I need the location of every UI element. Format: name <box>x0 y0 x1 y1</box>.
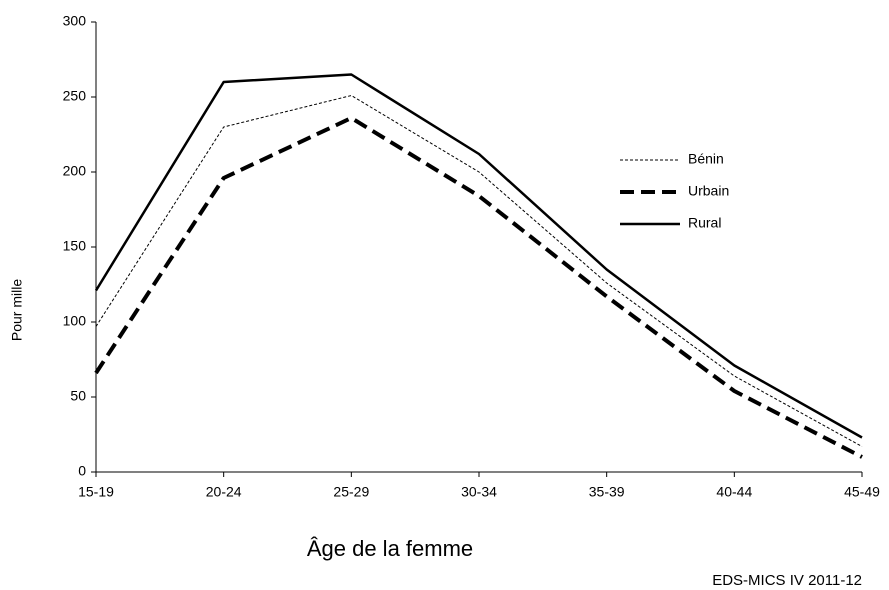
x-tick-label: 20-24 <box>206 484 242 500</box>
legend-label: Urbain <box>688 183 729 199</box>
legend-label: Bénin <box>688 151 724 167</box>
y-tick-label: 0 <box>78 463 86 479</box>
series-line <box>95 95 863 447</box>
source: EDS-MICS IV 2011-12 <box>712 572 862 589</box>
y-tick-label: 100 <box>63 313 87 329</box>
x-tick-label: 15-19 <box>78 484 114 500</box>
y-tick-label: 150 <box>63 238 87 254</box>
x-tick-label: 40-44 <box>716 484 752 500</box>
y-tick-label: 250 <box>63 88 87 104</box>
x-tick-label: 30-34 <box>461 484 497 500</box>
series-line <box>94 73 863 439</box>
x-axis-label: Âge de la femme <box>307 536 473 561</box>
y-axis-label: Pour mille <box>9 279 25 341</box>
y-tick-label: 50 <box>70 388 86 404</box>
x-tick-label: 35-39 <box>589 484 625 500</box>
y-tick-label: 300 <box>63 13 87 29</box>
y-tick-label: 200 <box>63 163 87 179</box>
x-tick-label: 25-29 <box>333 484 369 500</box>
x-tick-label: 45-49 <box>844 484 880 500</box>
series-line <box>94 116 863 459</box>
legend-label: Rural <box>688 215 721 231</box>
